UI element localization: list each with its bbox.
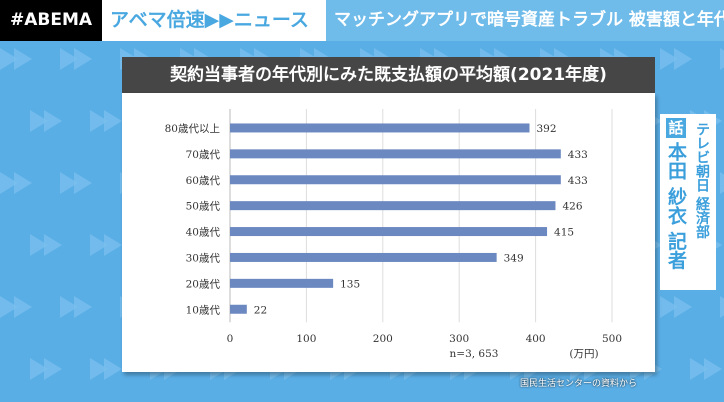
arrow-shape (720, 296, 724, 318)
arrow-shape (44, 110, 62, 132)
x-tick-label: 300 (449, 333, 469, 345)
arrow-shape (674, 48, 692, 70)
arrow-shape (14, 48, 32, 70)
data-label: 392 (536, 123, 556, 135)
chart-panel: 0 100 200 300 400 500 80歳代以上 392 70歳代 433 60歳代 433 5… (122, 93, 655, 372)
bar (230, 201, 556, 211)
bar (230, 149, 561, 159)
headline: マッチングアプリで暗号資産トラブル 被害額と年代は (334, 10, 724, 30)
arrow-shape (44, 358, 62, 380)
arrow-shape (44, 234, 62, 256)
x-tick-label: 400 (526, 333, 546, 345)
arrow-shape (74, 172, 92, 194)
category-label: 70歳代 (186, 149, 221, 161)
arrow-shape (720, 172, 724, 194)
x-tick-label: 0 (227, 333, 234, 345)
bar (230, 304, 247, 314)
data-label: 349 (504, 252, 524, 264)
arrow-shape (104, 110, 122, 132)
data-label: 433 (568, 149, 588, 161)
category-label: 20歳代 (186, 278, 221, 290)
reporter-name: 本田 紗衣 記者 (665, 142, 687, 270)
arrow-shape (104, 234, 122, 256)
category-label: 80歳代以上 (165, 123, 220, 135)
x-tick-label: 500 (602, 333, 622, 345)
data-label: 426 (562, 201, 582, 213)
category-label: 40歳代 (186, 227, 221, 239)
unit-label: (万円) (569, 348, 598, 360)
bar (230, 123, 530, 133)
arrow-shape (74, 48, 92, 70)
data-label: 433 (568, 175, 588, 187)
arrow-shape (704, 358, 722, 380)
sample-size-note: n=3, 653 (450, 348, 499, 360)
bar-chart: 0 100 200 300 400 500 80歳代以上 392 70歳代 433 60歳代 433 5… (165, 109, 622, 360)
program-name: アベマ倍速▶▶ニュース (102, 0, 326, 41)
reporter-org: テレビ朝日 経済部 (694, 122, 710, 239)
arrow-shape (104, 358, 122, 380)
source-note: 国民生活センターの資料から (520, 379, 638, 389)
x-tick-label: 100 (296, 333, 316, 345)
talk-badge: 話 (666, 118, 686, 138)
arrow-shape (720, 48, 724, 70)
arrow-shape (14, 296, 32, 318)
x-tick-label: 200 (373, 333, 393, 345)
bar (230, 175, 561, 185)
bar (230, 252, 497, 262)
category-label: 30歳代 (186, 252, 221, 264)
category-label: 60歳代 (186, 175, 221, 187)
arrow-shape (14, 172, 32, 194)
chart-title: 契約当事者の年代別にみた既支払額の平均額(2021年度) (122, 57, 655, 93)
data-label: 135 (340, 278, 360, 290)
arrow-shape (74, 296, 92, 318)
reporter-card: 話 本田 紗衣 記者 テレビ朝日 経済部 (660, 114, 716, 290)
data-label: 22 (254, 304, 267, 316)
category-label: 50歳代 (186, 201, 221, 213)
category-label: 10歳代 (186, 304, 221, 316)
abema-logo: #ABEMA (0, 0, 102, 41)
bar (230, 227, 548, 237)
bar (230, 278, 334, 288)
arrow-shape (674, 296, 692, 318)
data-label: 415 (554, 227, 574, 239)
